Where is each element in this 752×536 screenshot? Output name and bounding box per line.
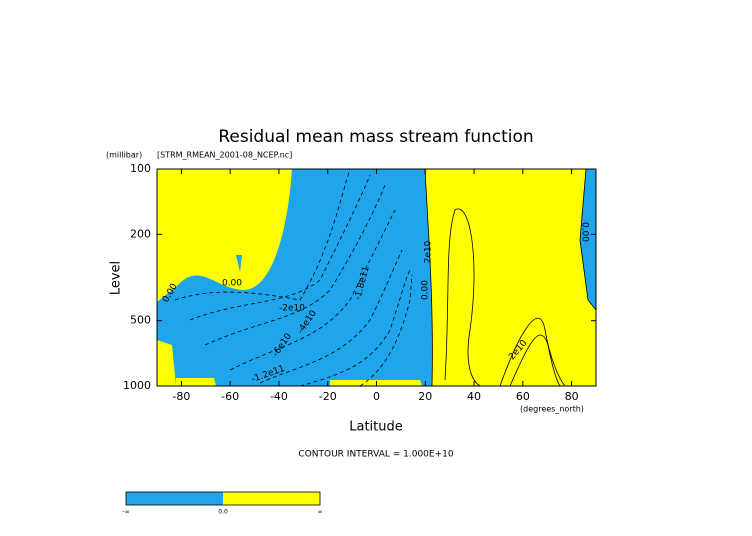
negative-region [236,255,242,272]
x-tick-label: 40 [467,390,481,403]
contour-label: 2e10 [424,240,434,263]
positive-region [157,169,596,386]
y-axis-label: Level [109,261,124,295]
x-tick-label: 20 [418,390,432,403]
colorbar-label: ∞ [318,509,323,516]
x-tick-label: -80 [172,390,190,403]
colorbar-positive [223,492,320,505]
y-tick-label: 500 [130,314,151,327]
contour-interval: CONTOUR INTERVAL = 1.000E+10 [298,450,453,460]
x-axis-label: Latitude [349,420,403,435]
colorbar-label: -∞ [122,509,129,516]
x-tick-label: 0 [373,390,380,403]
chart-title: Residual mean mass stream function [218,127,533,147]
colorbar-frame [125,491,321,506]
y-tick-label: 100 [130,162,151,175]
y-tick-label: 200 [130,227,151,240]
x-tick-label: 80 [565,390,579,403]
contour-label: 0.00 [580,222,590,242]
contour-label: -2e10 [279,304,305,314]
x-tick-label: 60 [516,390,530,403]
x-tick-label: -40 [270,390,288,403]
colorbar-label: 0.0 [218,509,228,516]
colorbar-negative [126,492,223,505]
contour-label: 0.00 [421,280,431,300]
x-unit: (degrees_north) [520,405,584,414]
x-tick-label: -20 [319,390,337,403]
subtitle: [STRM_RMEAN_2001-08_NCEP.nc] [157,151,292,160]
contour-label: 0.00 [222,279,242,289]
y-unit: (millibar) [106,151,142,160]
contour-lines [174,168,597,387]
y-tick-label: 1000 [123,379,151,392]
x-tick-label: -60 [221,390,239,403]
